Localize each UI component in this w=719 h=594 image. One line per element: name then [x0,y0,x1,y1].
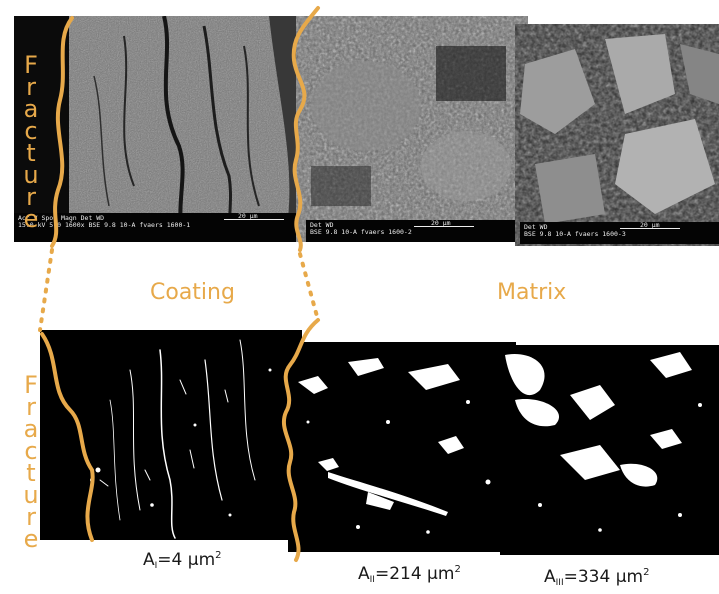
scalebar-panel2: Det WD BSE 9.8 10-A fvaers 1600-2 20 µm [306,220,528,242]
binary-coating-image [90,339,272,539]
area-label-1: AI=4 µm2 [143,550,222,571]
dotted-connector-right [298,252,320,322]
binary-matrix1-image [298,358,491,534]
area-subscript: II [369,575,375,585]
fracture-letter: r [26,393,36,421]
fracture-letter: e [23,205,39,233]
fracture-letter: r [26,503,36,531]
scale-label: 20 µm [238,212,258,220]
fracture-letter: F [24,51,38,79]
scale-label: 20 µm [431,219,451,227]
area-prefix: A [358,564,370,584]
fracture-letter: c [24,117,38,145]
area-label-3: AIII=334 µm2 [544,567,649,588]
dotted-connector-left [38,248,54,332]
area-subscript: I [154,561,158,571]
fracture-letter: u [23,481,39,509]
area-value: =4 µm [157,550,216,570]
sem-coating-image [14,16,310,242]
scale-label: 20 µm [640,221,660,229]
fracture-label-bottom: F r a c t u r e [18,371,44,553]
scale-line [224,219,284,220]
scalebar-panel3: Det WD BSE 9.8 10-A fvaers 1600-3 20 µm [520,222,719,244]
area-superscript: 2 [215,550,222,561]
area-prefix: A [544,567,556,587]
fracture-letter: r [26,73,36,101]
area-superscript: 2 [454,564,461,575]
scalebar-panel1: Acc.V Spot Magn Det WD 15.0 kV 5.0 1600x… [14,213,310,242]
fracture-letter: u [23,161,39,189]
coating-label: Coating [150,280,235,305]
binary-panel-coating [40,330,302,540]
fracture-label-top: F r a c t u r e [18,51,44,233]
sem-matrix1-image [296,16,528,242]
scalebar-line1: Det WD [310,221,334,229]
binary-panel-matrix-2 [500,345,719,555]
scale-line [414,226,474,227]
sem-panel-matrix-2: Det WD BSE 9.8 10-A fvaers 1600-3 20 µm [515,24,719,246]
area-subscript: III [555,578,564,588]
scalebar-line2: BSE 9.8 10-A fvaers 1600-3 [524,230,626,238]
fracture-letter: r [26,183,36,211]
area-prefix: A [143,550,155,570]
sem-panel-coating: Acc.V Spot Magn Det WD 15.0 kV 5.0 1600x… [14,16,310,242]
binary-panel-matrix-1 [288,342,516,552]
fracture-letter: a [23,415,39,443]
fracture-letter: t [26,139,36,167]
area-value: =334 µm [563,567,644,587]
scalebar-line2: 15.0 kV 5.0 1600x BSE 9.8 10-A fvaers 16… [18,221,191,229]
scale-line [620,228,680,229]
fracture-letter: e [23,525,39,553]
fracture-letter: c [24,437,38,465]
scalebar-line1: Det WD [524,223,548,231]
area-superscript: 2 [643,567,650,578]
area-value: =214 µm [374,564,455,584]
binary-matrix2-image [505,352,702,532]
fracture-letter: F [24,371,38,399]
area-label-2: AII=214 µm2 [358,564,461,585]
fracture-letter: a [23,95,39,123]
sem-matrix2-image [515,24,719,246]
matrix-label: Matrix [497,280,567,305]
fracture-letter: t [26,459,36,487]
sem-panel-matrix-1: Det WD BSE 9.8 10-A fvaers 1600-2 20 µm [296,16,528,242]
scalebar-line2: BSE 9.8 10-A fvaers 1600-2 [310,228,412,236]
